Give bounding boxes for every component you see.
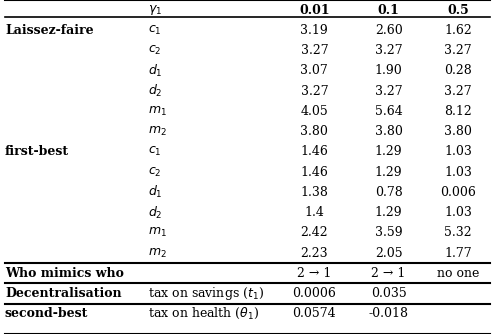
Text: 3.19: 3.19	[300, 24, 328, 37]
Text: 0.28: 0.28	[444, 64, 472, 77]
Text: 1.77: 1.77	[444, 246, 472, 260]
Text: -0.018: -0.018	[369, 307, 408, 320]
Text: 0.1: 0.1	[378, 4, 399, 17]
Text: 1.46: 1.46	[300, 166, 328, 179]
Text: tax on health ($\theta_1$): tax on health ($\theta_1$)	[148, 306, 260, 321]
Text: $d_2$: $d_2$	[148, 83, 163, 99]
Text: 0.0574: 0.0574	[293, 307, 336, 320]
Text: 0.5: 0.5	[447, 4, 469, 17]
Text: $m_2$: $m_2$	[148, 125, 167, 138]
Text: first-best: first-best	[5, 145, 69, 158]
Text: $m_1$: $m_1$	[148, 105, 167, 118]
Text: $\gamma_1$: $\gamma_1$	[148, 3, 163, 17]
Text: 3.80: 3.80	[300, 125, 328, 138]
Text: $d_2$: $d_2$	[148, 204, 163, 220]
Text: 3.27: 3.27	[444, 85, 472, 98]
Text: 2.42: 2.42	[300, 226, 328, 239]
Text: 3.27: 3.27	[375, 85, 402, 98]
Text: $d_1$: $d_1$	[148, 184, 163, 200]
Text: 5.64: 5.64	[375, 105, 402, 118]
Text: 1.90: 1.90	[375, 64, 402, 77]
Text: 2.60: 2.60	[375, 24, 402, 37]
Text: 0.78: 0.78	[375, 186, 402, 199]
Text: no one: no one	[437, 267, 479, 280]
Text: 1.38: 1.38	[300, 186, 328, 199]
Text: 1.29: 1.29	[375, 166, 402, 179]
Text: 1.46: 1.46	[300, 145, 328, 158]
Text: 3.59: 3.59	[375, 226, 402, 239]
Text: 1.29: 1.29	[375, 145, 402, 158]
Text: 1.03: 1.03	[444, 145, 472, 158]
Text: $m_1$: $m_1$	[148, 226, 167, 239]
Text: 5.32: 5.32	[444, 226, 472, 239]
Text: 2 → 1: 2 → 1	[297, 267, 332, 280]
Text: $c_1$: $c_1$	[148, 24, 162, 37]
Text: 1.03: 1.03	[444, 206, 472, 219]
Text: 0.006: 0.006	[440, 186, 476, 199]
Text: 2.05: 2.05	[375, 246, 402, 260]
Text: 2.23: 2.23	[300, 246, 328, 260]
Text: 8.12: 8.12	[444, 105, 472, 118]
Text: Laissez-faire: Laissez-faire	[5, 24, 94, 37]
Text: tax on savings ($t_1$): tax on savings ($t_1$)	[148, 285, 264, 302]
Text: 3.80: 3.80	[375, 125, 402, 138]
Text: $c_2$: $c_2$	[148, 44, 162, 57]
Text: $c_1$: $c_1$	[148, 145, 162, 158]
Text: $c_2$: $c_2$	[148, 166, 162, 179]
Text: Decentralisation: Decentralisation	[5, 287, 122, 300]
Text: second-best: second-best	[5, 307, 88, 320]
Text: 1.4: 1.4	[304, 206, 324, 219]
Text: 2 → 1: 2 → 1	[371, 267, 406, 280]
Text: 0.035: 0.035	[371, 287, 406, 300]
Text: $d_1$: $d_1$	[148, 63, 163, 79]
Text: 1.62: 1.62	[444, 24, 472, 37]
Text: $m_2$: $m_2$	[148, 246, 167, 260]
Text: Who mimics who: Who mimics who	[5, 267, 124, 280]
Text: 4.05: 4.05	[300, 105, 328, 118]
Text: 3.80: 3.80	[444, 125, 472, 138]
Text: 3.07: 3.07	[300, 64, 328, 77]
Text: 3.27: 3.27	[300, 44, 328, 57]
Text: 0.01: 0.01	[299, 4, 330, 17]
Text: 3.27: 3.27	[444, 44, 472, 57]
Text: 0.0006: 0.0006	[293, 287, 336, 300]
Text: 3.27: 3.27	[300, 85, 328, 98]
Text: 3.27: 3.27	[375, 44, 402, 57]
Text: 1.29: 1.29	[375, 206, 402, 219]
Text: 1.03: 1.03	[444, 166, 472, 179]
